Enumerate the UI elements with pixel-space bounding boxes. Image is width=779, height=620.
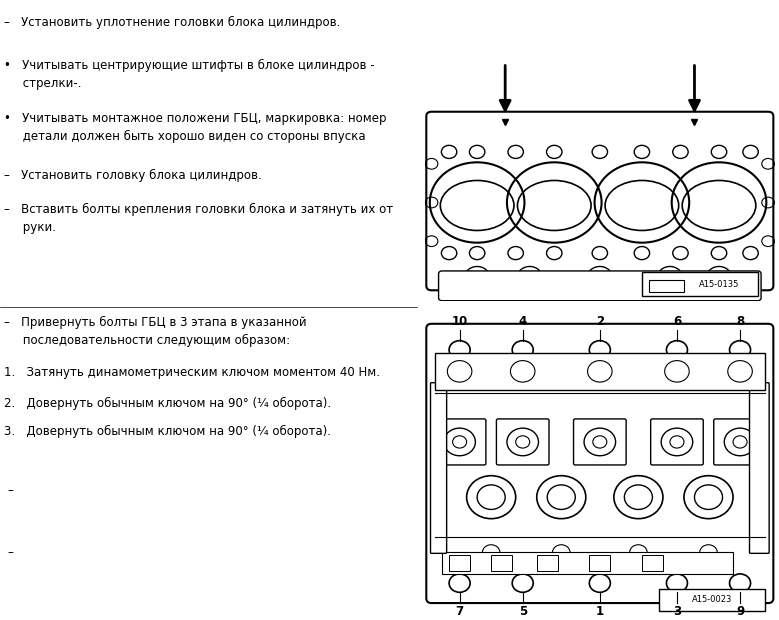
Text: 1: 1	[596, 604, 604, 618]
Text: 2.   Довернуть обычным ключом на 90° (¹⁄₄ оборота).: 2. Довернуть обычным ключом на 90° (¹⁄₄ …	[4, 397, 331, 410]
Text: –: –	[8, 484, 14, 497]
FancyBboxPatch shape	[714, 419, 767, 465]
Text: 3: 3	[673, 604, 681, 618]
FancyBboxPatch shape	[431, 383, 446, 553]
FancyBboxPatch shape	[496, 419, 549, 465]
Text: 9: 9	[736, 604, 744, 618]
Bar	[659, 589, 764, 611]
Bar	[642, 556, 663, 571]
Text: –   Вставить болты крепления головки блока и затянуть их от
     руки.: – Вставить болты крепления головки блока…	[4, 203, 393, 234]
Bar	[537, 556, 558, 571]
Text: A15-0023: A15-0023	[692, 595, 732, 604]
Text: –   Установить уплотнение головки блока цилиндров.: – Установить уплотнение головки блока ци…	[4, 16, 340, 29]
Bar	[649, 280, 684, 292]
FancyBboxPatch shape	[573, 419, 626, 465]
FancyBboxPatch shape	[650, 419, 703, 465]
Bar	[589, 556, 611, 571]
Text: •   Учитывать монтажное положени ГБЦ, маркировка: номер
     детали должен быть : • Учитывать монтажное положени ГБЦ, марк…	[4, 112, 386, 143]
Text: –   Установить головку блока цилиндров.: – Установить головку блока цилиндров.	[4, 169, 262, 182]
Bar	[449, 556, 471, 571]
Text: 3.   Довернуть обычным ключом на 90° (¹⁄₄ оборота).: 3. Довернуть обычным ключом на 90° (¹⁄₄ …	[4, 425, 331, 438]
Text: •   Учитывать центрирующие штифты в блоке цилиндров -
     стрелки-.: • Учитывать центрирующие штифты в блоке …	[4, 59, 375, 90]
Text: 1.   Затянуть динамометрическим ключом моментом 40 Нм.: 1. Затянуть динамометрическим ключом мом…	[4, 366, 380, 379]
Text: 4: 4	[519, 316, 527, 329]
FancyBboxPatch shape	[426, 112, 774, 290]
Bar	[491, 556, 513, 571]
Text: 7: 7	[456, 604, 464, 618]
FancyBboxPatch shape	[433, 419, 486, 465]
Text: –: –	[8, 546, 14, 559]
Bar	[642, 272, 757, 296]
FancyBboxPatch shape	[439, 271, 761, 301]
Text: –   Привернуть болты ГБЦ в 3 этапа в указанной
     последовательности следующим: – Привернуть болты ГБЦ в 3 этапа в указа…	[4, 316, 307, 347]
Bar	[435, 353, 765, 390]
Text: 8: 8	[736, 316, 744, 329]
FancyBboxPatch shape	[749, 383, 769, 553]
Bar	[442, 552, 733, 574]
Text: 2: 2	[596, 316, 604, 329]
Text: 10: 10	[452, 316, 467, 329]
Text: 6: 6	[673, 316, 681, 329]
Text: A15-0135: A15-0135	[699, 280, 739, 289]
Text: 5: 5	[519, 604, 527, 618]
FancyBboxPatch shape	[426, 324, 774, 603]
